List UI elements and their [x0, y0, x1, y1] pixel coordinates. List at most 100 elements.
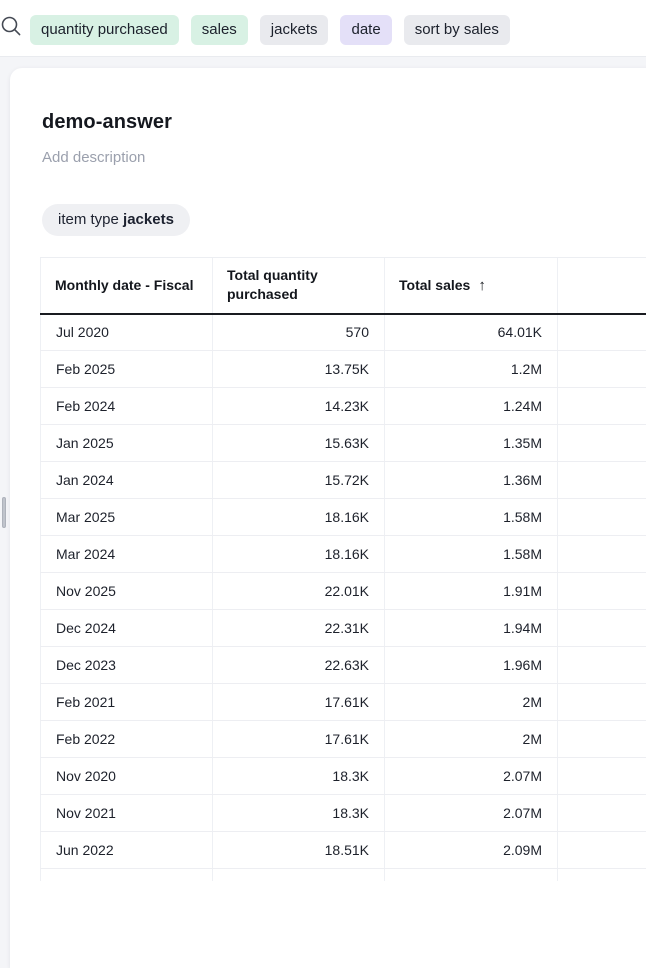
cell-quantity: 15.63K	[213, 425, 385, 462]
cell-date: Jul 2020	[41, 314, 213, 351]
cell-spacer	[558, 832, 646, 869]
cell-sales: 1.58M	[385, 499, 558, 536]
search-bar[interactable]: quantity purchased sales jackets date sort b…	[0, 0, 646, 57]
cell-sales: 2M	[385, 684, 558, 721]
cell-spacer	[558, 499, 646, 536]
cell-quantity: 17.61K	[213, 684, 385, 721]
filter-chip-item-type[interactable]: item type jackets	[42, 204, 190, 236]
cell-sales: 1.2M	[385, 351, 558, 388]
cell-date: Nov 2020	[41, 758, 213, 795]
cell-spacer	[558, 795, 646, 832]
answer-card: demo-answer Add description item type ja…	[10, 68, 646, 968]
cell-quantity: 18.16K	[213, 499, 385, 536]
cell-date: Feb 2022	[41, 721, 213, 758]
cell-spacer	[558, 647, 646, 684]
cell-spacer	[558, 536, 646, 573]
cell-quantity: 18.16K	[213, 536, 385, 573]
cell-date: Nov 2021	[41, 795, 213, 832]
search-token-jackets[interactable]: jackets	[260, 15, 329, 45]
cell-quantity: 18.3K	[213, 758, 385, 795]
cell-sales: 1.91M	[385, 573, 558, 610]
cell-date: Nov 2025	[41, 573, 213, 610]
table-header-row: Monthly date - Fiscal Total quantity pur…	[41, 258, 646, 314]
column-header-total-quantity[interactable]: Total quantity purchased	[213, 258, 385, 314]
cell-empty	[41, 869, 213, 881]
scrollbar-thumb[interactable]	[2, 497, 6, 528]
cell-date: Mar 2024	[41, 536, 213, 573]
results-table: Monthly date - Fiscal Total quantity pur…	[40, 257, 646, 881]
column-header-monthly-date[interactable]: Monthly date - Fiscal	[41, 258, 213, 314]
cell-sales: 2.07M	[385, 758, 558, 795]
cell-spacer	[558, 684, 646, 721]
cell-spacer	[558, 758, 646, 795]
cell-empty	[385, 869, 558, 881]
cell-spacer	[558, 721, 646, 758]
cell-quantity: 22.01K	[213, 573, 385, 610]
cell-date: Feb 2024	[41, 388, 213, 425]
cell-date: Jun 2022	[41, 832, 213, 869]
cell-sales: 1.24M	[385, 388, 558, 425]
cell-quantity: 570	[213, 314, 385, 351]
cell-sales: 1.36M	[385, 462, 558, 499]
cell-spacer	[558, 388, 646, 425]
cell-quantity: 13.75K	[213, 351, 385, 388]
search-icon	[1, 15, 23, 37]
search-token-date[interactable]: date	[340, 15, 391, 45]
cell-sales: 2M	[385, 721, 558, 758]
table-row-partial	[41, 869, 646, 881]
cell-spacer	[558, 351, 646, 388]
cell-spacer	[558, 462, 646, 499]
sort-ascending-icon[interactable]: ↑	[478, 277, 486, 294]
cell-spacer	[558, 314, 646, 351]
cell-quantity: 22.31K	[213, 610, 385, 647]
cell-date: Dec 2024	[41, 610, 213, 647]
cell-sales: 64.01K	[385, 314, 558, 351]
cell-quantity: 18.3K	[213, 795, 385, 832]
cell-date: Jan 2024	[41, 462, 213, 499]
cell-empty	[558, 869, 646, 881]
cell-sales: 2.07M	[385, 795, 558, 832]
column-header-total-sales[interactable]: Total sales↑	[385, 258, 558, 314]
cell-spacer	[558, 610, 646, 647]
cell-date: Feb 2021	[41, 684, 213, 721]
page-title[interactable]: demo-answer	[42, 111, 172, 134]
cell-date: Mar 2025	[41, 499, 213, 536]
cell-sales: 1.96M	[385, 647, 558, 684]
search-token-sort-by-sales[interactable]: sort by sales	[404, 15, 510, 45]
search-token-sales[interactable]: sales	[191, 15, 248, 45]
cell-quantity: 14.23K	[213, 388, 385, 425]
cell-sales: 1.94M	[385, 610, 558, 647]
cell-quantity: 15.72K	[213, 462, 385, 499]
cell-quantity: 17.61K	[213, 721, 385, 758]
cell-sales: 1.35M	[385, 425, 558, 462]
column-header-empty	[558, 258, 646, 314]
cell-spacer	[558, 425, 646, 462]
cell-date: Feb 2025	[41, 351, 213, 388]
filter-chip-attribute: item type	[58, 211, 123, 228]
search-token-quantity-purchased[interactable]: quantity purchased	[30, 15, 179, 45]
cell-date: Dec 2023	[41, 647, 213, 684]
cell-date: Jan 2025	[41, 425, 213, 462]
add-description-field[interactable]: Add description	[42, 149, 145, 166]
cell-quantity: 18.51K	[213, 832, 385, 869]
cell-sales: 1.58M	[385, 536, 558, 573]
cell-spacer	[558, 573, 646, 610]
cell-empty	[213, 869, 385, 881]
search-tokens: quantity purchased sales jackets date sort b…	[30, 15, 510, 45]
